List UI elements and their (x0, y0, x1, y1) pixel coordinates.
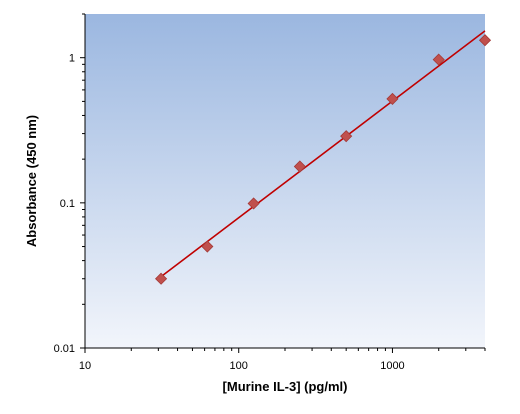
data-point (247, 197, 260, 210)
y-tick-label: 0.1 (60, 198, 75, 210)
data-point (201, 240, 214, 253)
x-axis-title: [Murine IL-3] (pg/ml) (223, 379, 348, 394)
plot-area (85, 14, 485, 348)
data-point (293, 160, 306, 173)
y-axis-title: Absorbance (450 nm) (24, 115, 39, 247)
data-point (432, 53, 445, 66)
fit-line (160, 30, 486, 278)
y-tick-label: 1 (69, 53, 75, 65)
x-tick-label: 100 (230, 360, 248, 372)
y-tick-label: 0.01 (54, 343, 75, 355)
tick-labels: 10 100 1000 0.01 0.1 1 (54, 53, 405, 372)
fit-curve (160, 30, 486, 278)
data-points (155, 34, 492, 285)
data-point (155, 272, 168, 285)
data-point (340, 130, 353, 143)
data-point (478, 34, 492, 47)
x-tick-label: 10 (79, 360, 91, 372)
data-point (386, 92, 399, 105)
x-tick-label: 1000 (380, 360, 404, 372)
